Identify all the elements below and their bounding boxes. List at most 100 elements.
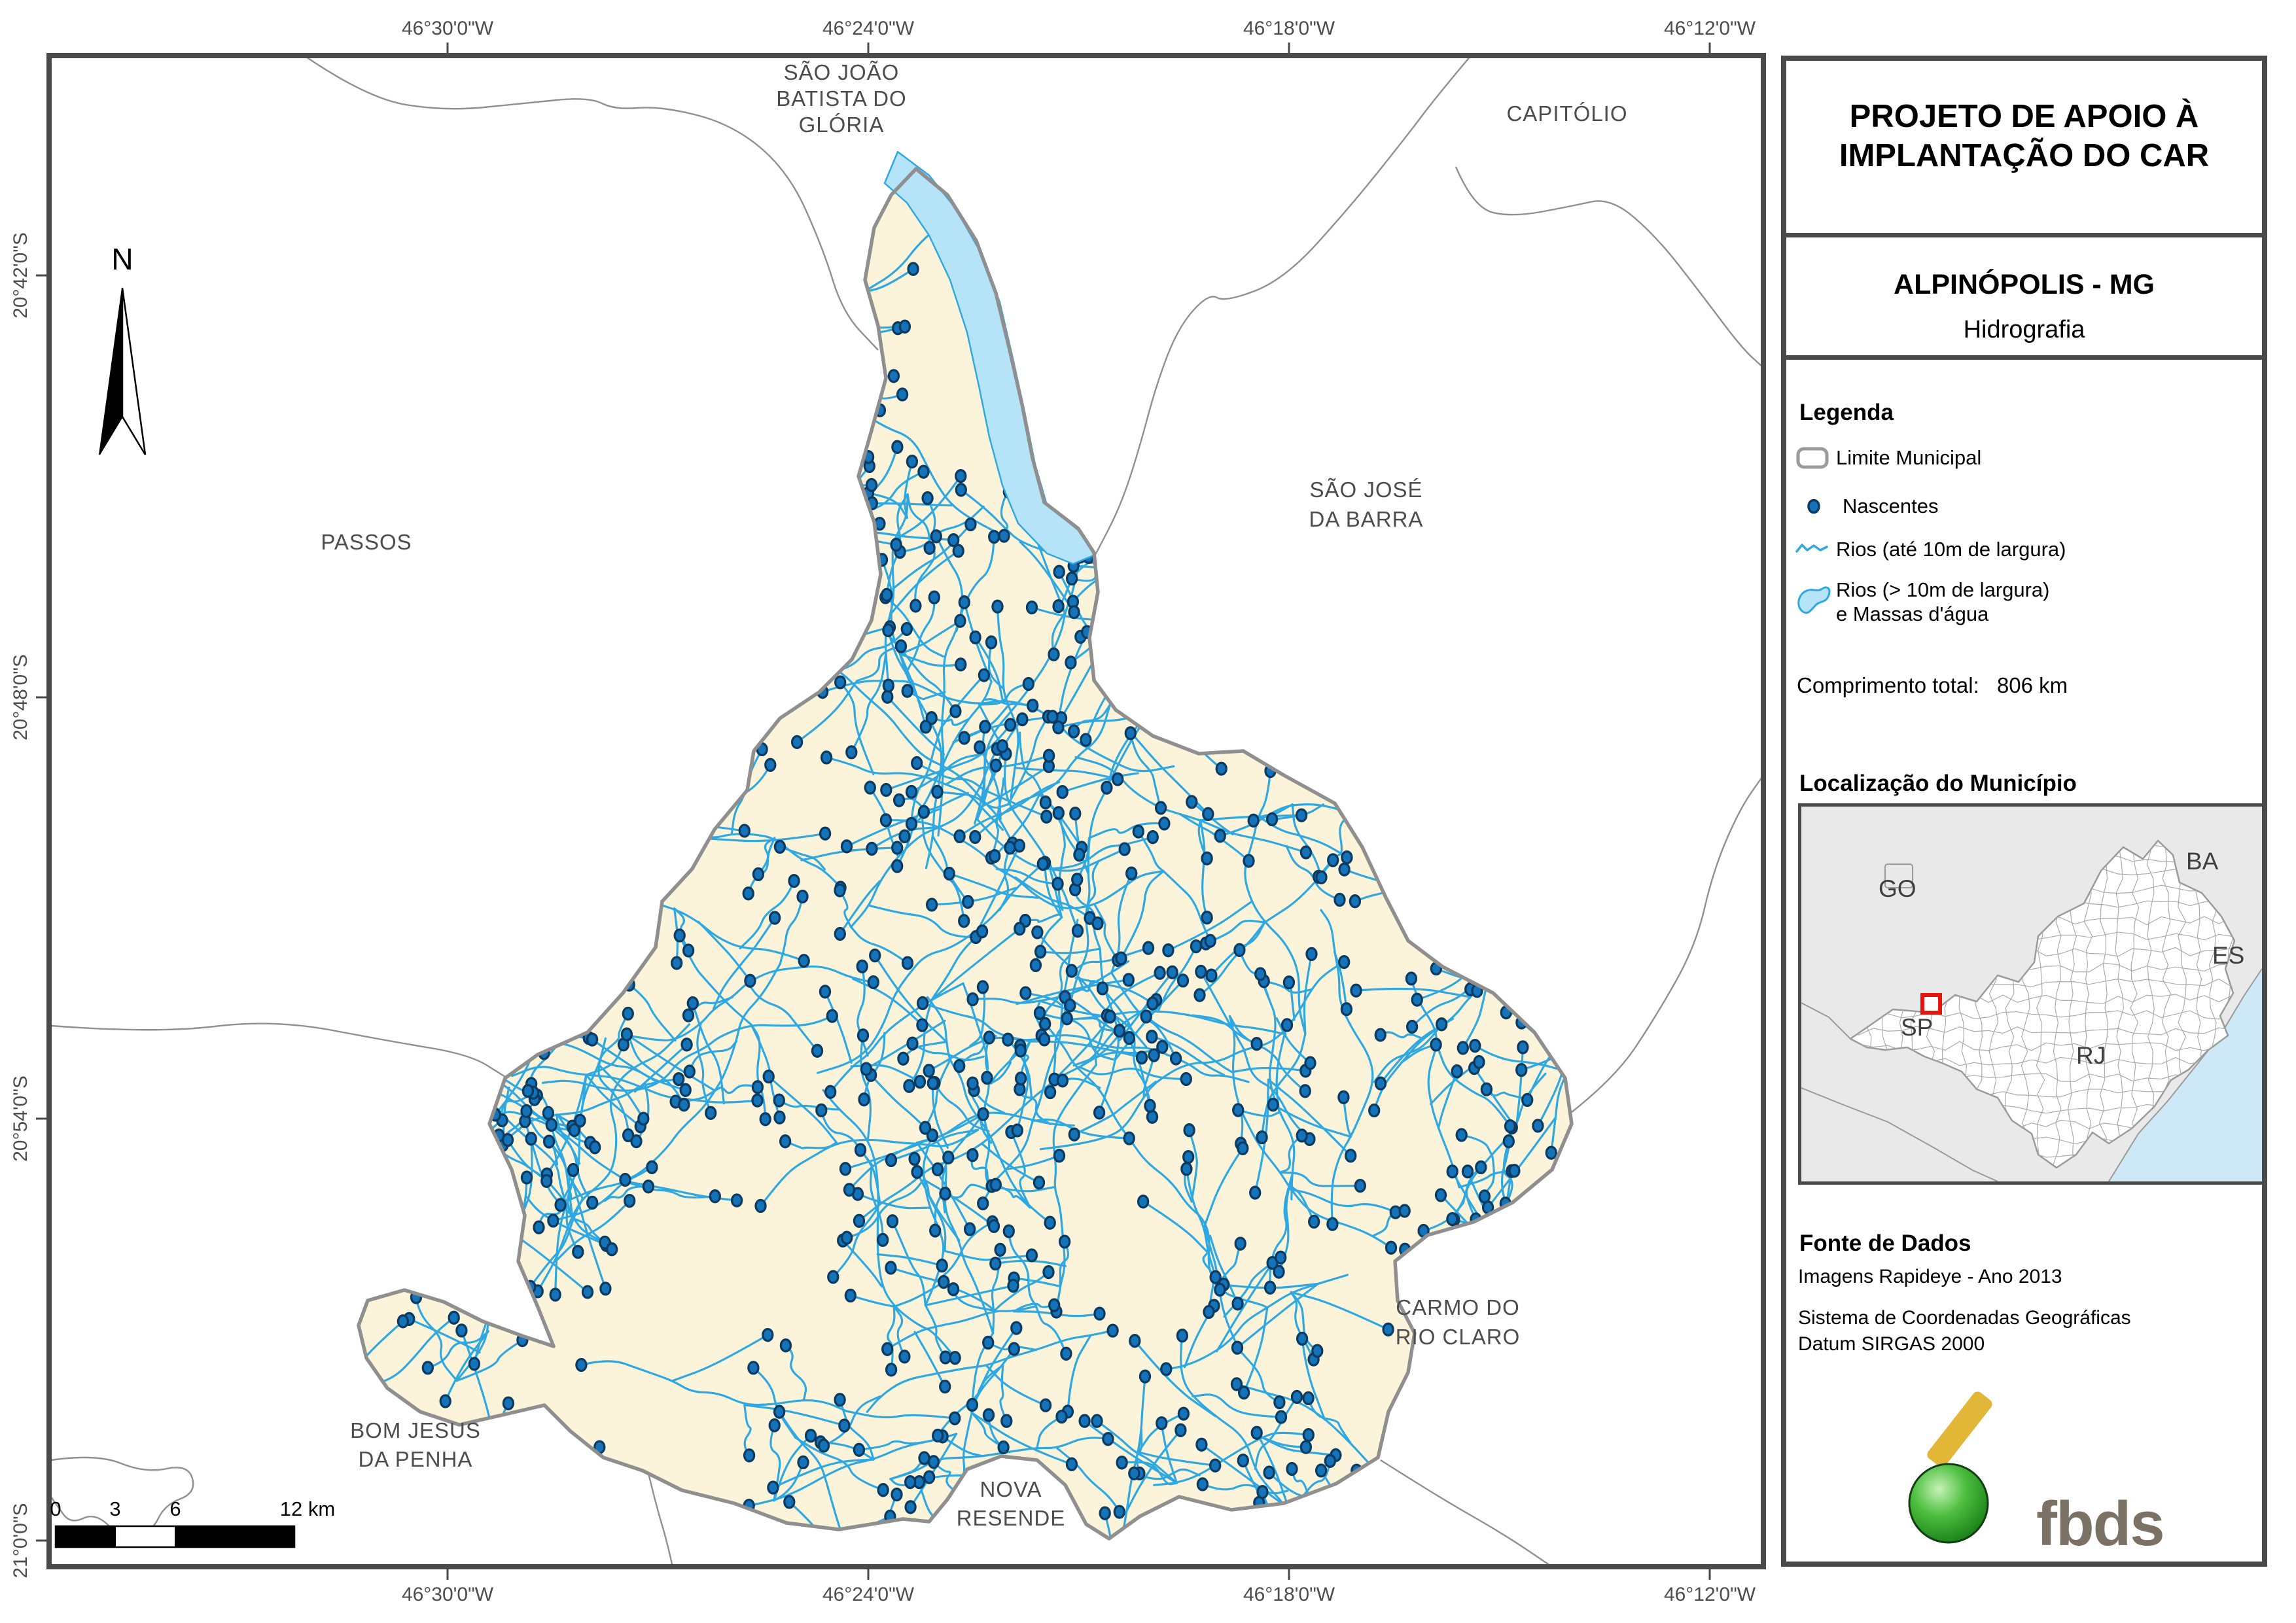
river-tributary	[845, 815, 917, 848]
spring-dot	[897, 1051, 910, 1066]
river-tributary	[1243, 1306, 1269, 1394]
river-tributary	[944, 1183, 993, 1199]
spring-dot	[1341, 850, 1353, 865]
spring-dot	[949, 1411, 961, 1425]
spring-dot	[1061, 1011, 1073, 1026]
river-tributary	[990, 777, 1005, 859]
spring-dot	[1515, 1062, 1528, 1077]
spring-dot	[1182, 1149, 1195, 1164]
spring-dot	[923, 1064, 935, 1078]
river-tributary	[1024, 913, 1063, 923]
river-tributary	[1081, 1017, 1121, 1032]
spring-dot	[1096, 981, 1109, 996]
scale-bar-label: 0	[50, 1497, 61, 1520]
inset-state-labels: GO BA ES SP RJ	[1879, 848, 2244, 1069]
river-tributary	[970, 1154, 993, 1193]
spring-dot	[642, 1179, 655, 1194]
river	[1052, 1064, 1097, 1313]
river-tributary	[1502, 1140, 1513, 1208]
spring-dot	[1055, 1409, 1068, 1424]
spring-dot	[1350, 983, 1362, 998]
river-tributary	[1473, 1066, 1517, 1130]
river-tributary	[499, 1111, 576, 1132]
spring-dot	[1091, 1414, 1103, 1428]
river-tributary	[1178, 812, 1250, 862]
neighbor-municipality-label: SÃO JOÃO	[784, 60, 900, 84]
river-tributary	[1129, 732, 1162, 809]
spring-dot	[622, 1006, 634, 1021]
spring-dot	[682, 1008, 695, 1022]
spring-dot	[1299, 845, 1313, 860]
spring-dot	[919, 720, 932, 734]
spring-dot	[881, 587, 893, 602]
spring-dot	[989, 848, 1001, 864]
spring-dot	[1532, 1119, 1544, 1133]
spring-dot	[820, 750, 833, 765]
spring-dot	[1230, 1377, 1243, 1391]
spring-dot	[1480, 1082, 1493, 1096]
river-tributary	[906, 493, 931, 550]
river-tributary	[628, 983, 677, 1042]
inset-coastline	[2108, 968, 2262, 1181]
legend-label: Nascentes	[1843, 495, 1939, 517]
spring-dot	[421, 1361, 434, 1375]
river-tributary	[1133, 1340, 1216, 1418]
river-tributary	[779, 845, 826, 871]
river-tributary	[696, 1023, 712, 1114]
spring-dot	[779, 1134, 792, 1149]
spring-dot	[619, 1172, 631, 1187]
spring-dot	[752, 867, 765, 882]
river-tributary	[914, 537, 936, 607]
river-tributary	[849, 926, 909, 964]
river-tributary	[1267, 1078, 1352, 1157]
spring-dot	[865, 478, 878, 493]
river-tributary	[985, 1365, 1047, 1406]
neighbor-municipality-label: RESENDE	[957, 1506, 1066, 1530]
spring-dot	[962, 894, 974, 909]
spring-dot	[1296, 1331, 1309, 1346]
spring-dot	[857, 1028, 870, 1043]
river-tributary	[1190, 801, 1234, 835]
river-tributary	[891, 1220, 927, 1306]
spring-dot	[929, 1223, 942, 1238]
source-line-3: Datum SIRGAS 2000	[1798, 1333, 1985, 1355]
legend-item-limite: Limite Municipal	[1795, 445, 1981, 470]
river-tributary	[1205, 919, 1266, 945]
spring-dot	[856, 959, 868, 973]
spring-dot	[1282, 975, 1296, 990]
spring-dot	[1311, 1344, 1324, 1358]
scale-bar-label: 12 km	[280, 1497, 335, 1520]
river	[886, 1305, 1038, 1350]
spring-dot	[978, 668, 991, 682]
spring-dot	[1148, 1048, 1160, 1062]
spring-dot	[834, 675, 847, 689]
spring-dot	[997, 1440, 1010, 1455]
spring-dot	[1195, 1437, 1208, 1452]
river-tributary	[591, 1038, 659, 1083]
spring-dot	[1169, 1051, 1182, 1066]
spring-dot	[1046, 709, 1059, 724]
river-tributary	[603, 1185, 650, 1202]
spring-dot	[751, 1093, 764, 1108]
river-tributary	[1010, 1130, 1031, 1209]
spring-dot	[1338, 862, 1351, 877]
river-tributary	[944, 1249, 1033, 1261]
spring-dot	[1214, 829, 1226, 843]
spring-dot	[917, 464, 930, 479]
river-tributary	[892, 1281, 945, 1308]
spring-dot	[1209, 1270, 1222, 1284]
spring-dot	[904, 1500, 917, 1514]
spring-dot	[773, 839, 786, 854]
spring-dot	[867, 975, 879, 990]
spring-dot	[998, 529, 1010, 543]
neighbor-boundary-line	[304, 55, 879, 351]
spring-dot	[907, 262, 919, 276]
spring-dot	[841, 1230, 853, 1245]
spring-dot	[1345, 1149, 1357, 1163]
source-line-2: Sistema de Coordenadas Geográficas	[1798, 1307, 2131, 1329]
spring-dot	[630, 1134, 643, 1149]
spring-dot	[927, 1455, 940, 1469]
spring-dot	[1193, 988, 1206, 1002]
spring-dot	[1446, 1212, 1458, 1227]
spring-dot	[1385, 1240, 1398, 1255]
